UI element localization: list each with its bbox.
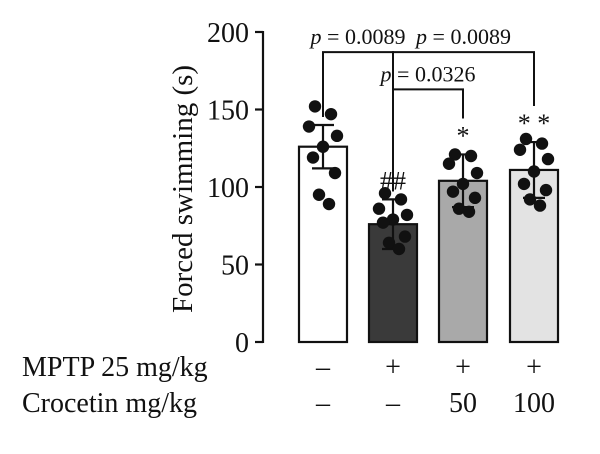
p-value: = 0.0089 — [427, 24, 511, 49]
data-point — [328, 166, 342, 180]
p-value: = 0.0326 — [392, 61, 476, 86]
y-axis: 0 50 100 150 200 — [207, 18, 265, 359]
data-point — [541, 152, 555, 166]
data-point — [400, 208, 414, 222]
treatment-cell: – — [315, 388, 331, 419]
bar-group — [297, 100, 349, 344]
p-symbol: p — [414, 24, 427, 49]
p-symbol: p — [379, 61, 392, 86]
p-value-label: p = 0.0326 — [379, 61, 476, 86]
data-point — [513, 143, 527, 156]
significance-marker: * — [457, 121, 470, 150]
data-point — [302, 120, 316, 133]
data-point — [464, 149, 478, 163]
data-point — [324, 107, 338, 121]
data-point — [378, 187, 392, 200]
treatment-cell: 50 — [449, 388, 477, 419]
data-point — [398, 230, 412, 243]
p-value-label: p = 0.0089 — [309, 24, 406, 49]
data-point — [468, 191, 482, 205]
data-point — [462, 205, 476, 218]
data-point — [517, 177, 531, 191]
data-point — [446, 185, 460, 198]
treatment-cell: + — [385, 352, 401, 383]
y-tick-label: 50 — [221, 251, 249, 282]
p-symbol: p — [309, 24, 322, 49]
data-point — [376, 216, 390, 229]
treatment-cell: – — [385, 388, 401, 419]
data-point — [519, 132, 533, 146]
data-point — [382, 236, 396, 249]
treatment-cell: – — [315, 352, 331, 383]
data-point — [306, 151, 320, 164]
data-point — [312, 188, 326, 201]
y-axis-label: Forced swimming (s) — [167, 65, 199, 313]
comparison-bracket: p = 0.0326 — [379, 61, 476, 192]
comparison-bracket: p = 0.0089 — [309, 24, 406, 164]
data-point — [322, 197, 336, 211]
data-point — [448, 148, 462, 161]
treatment-row-label: Crocetin mg/kg — [22, 388, 197, 419]
p-value-label: p = 0.0089 — [414, 24, 511, 49]
data-point — [394, 193, 408, 206]
data-point — [533, 199, 547, 212]
data-point — [456, 177, 470, 191]
data-point — [316, 140, 330, 153]
y-tick-label: 0 — [235, 328, 249, 359]
data-point — [330, 129, 344, 143]
bar-group: ## — [367, 166, 419, 344]
treatment-cell: 100 — [513, 388, 555, 419]
data-point — [386, 213, 400, 226]
data-point — [535, 137, 549, 150]
data-point — [372, 202, 386, 215]
y-tick-label: 100 — [207, 173, 249, 204]
data-point — [392, 242, 406, 256]
bracket-line — [392, 88, 464, 192]
data-point — [452, 202, 466, 215]
treatment-table: MPTP 25 mg/kg – + + + Crocetin mg/kg – – 50 100 — [22, 352, 555, 419]
bar-group: * * — [508, 109, 560, 344]
data-point — [527, 165, 541, 178]
data-point — [523, 193, 537, 206]
treatment-cell: + — [526, 352, 542, 383]
y-tick-label: 150 — [207, 96, 249, 127]
data-point — [539, 183, 553, 197]
data-point — [442, 157, 456, 170]
treatment-cell: + — [455, 352, 471, 383]
bars: ## * * * — [297, 100, 560, 344]
data-point — [308, 100, 322, 113]
bar-group: * — [437, 121, 489, 344]
data-point — [470, 166, 484, 180]
p-value: = 0.0089 — [322, 24, 406, 49]
treatment-row-label: MPTP 25 mg/kg — [22, 352, 208, 383]
y-tick-label: 200 — [207, 18, 249, 49]
significance-marker: * * — [518, 109, 551, 138]
